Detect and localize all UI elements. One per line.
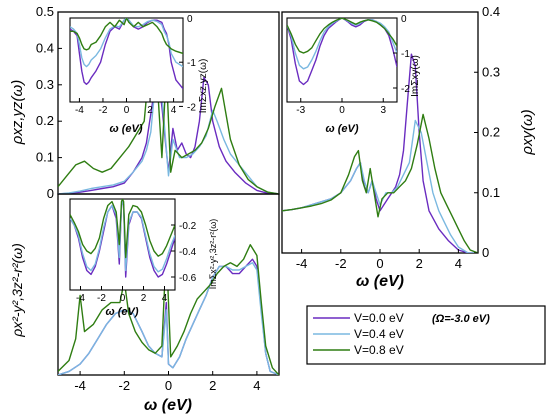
tl-ytick-1: 0.1 (36, 150, 54, 165)
tr_inset-ytick-2: -2 (401, 84, 410, 95)
bl_inset-ytick-0: -0.2 (179, 221, 197, 232)
panel-bl: -4 -2 0 2 4 (57, 193, 280, 393)
bl_inset-xtick-3: 2 (141, 293, 147, 304)
tl-ytick-5: 0.5 (36, 4, 54, 19)
bl-xtick-2: 0 (165, 378, 172, 393)
tr-ytick-1: 0.1 (482, 185, 500, 200)
tl_inset-xtick-0: -4 (75, 105, 84, 116)
bl_inset-xtick-1: -2 (97, 293, 106, 304)
tl-ytick-0: 0 (47, 186, 54, 201)
tr_inset-series-2 (287, 18, 397, 54)
bl_inset-xtick-4: 4 (162, 293, 168, 304)
tr_inset-series-1 (287, 18, 397, 70)
legend-note: (Ω=-3.0 eV) (432, 313, 490, 325)
bl-inset-ylabel: ImΣx²-y²,3z²-r²(ω) (208, 219, 218, 290)
bl-inset-xlabel: ω (eV) (105, 306, 138, 318)
bl-xtick-4: 4 (253, 378, 260, 393)
tr-ytick-2: 0.2 (482, 125, 500, 140)
panels: 0 0.1 0.2 0.3 0.4 0.5 -4 -2 0 2 4 0 0.1 0.2 0.3 0.4 -4 -2… (9, 4, 536, 414)
bl-ylabel: ρx²-y²,3z²-r²(ω) (9, 243, 25, 338)
tr-xtick-0: -4 (296, 256, 308, 271)
tl-ytick-2: 0.2 (36, 113, 54, 128)
tr_inset-ytick-0: 0 (401, 14, 407, 25)
tl_inset-xtick-3: 2 (147, 105, 153, 116)
legend: V=0.0 eV V=0.4 eV V=0.8 eV (Ω=-3.0 eV) (306, 305, 546, 365)
panel-bl_inset: -4 -2 0 2 4 -0.2 -0.4 -0.6 (69, 198, 197, 304)
tr-series-2 (282, 113, 478, 253)
tl_inset-xtick-4: 4 (171, 105, 177, 116)
panel-tr_inset: -3 0 3 0 -1 -2 (286, 14, 410, 116)
tl-ytick-3: 0.3 (36, 77, 54, 92)
tr-ytick-0: 0 (482, 245, 489, 260)
tr-series-1 (282, 119, 478, 253)
bl_inset-series-0 (70, 199, 175, 278)
tl-inset-ylabel: ImΣxz,yz(ω) (198, 59, 209, 114)
tr_inset-xtick-1: 0 (339, 105, 345, 116)
tr-ytick-4: 0.4 (482, 4, 500, 19)
tl_inset-ytick-1: -1 (187, 58, 196, 69)
tl-ylabel: ρxz,yz(ω) (9, 80, 26, 145)
bl-xtick-0: -4 (74, 378, 86, 393)
tr_inset-ytick-1: -1 (401, 49, 410, 60)
tr-inset-xlabel: ω (eV) (325, 123, 358, 135)
tr-ytick-3: 0.3 (482, 64, 500, 79)
tr-ylabel: ρxy(ω) (519, 109, 536, 155)
tr-xlabel: ω (eV) (356, 273, 404, 290)
bl_inset-xtick-0: -4 (76, 293, 85, 304)
tl_inset-series-1 (70, 18, 183, 68)
panel-tl_inset: -4 -2 0 2 4 0 -1 -2 (69, 14, 196, 116)
panel-tr: -4 -2 0 2 4 0 0.1 0.2 0.3 0.4 (281, 4, 500, 271)
tl-inset-xlabel: ω (eV) (109, 123, 142, 135)
tl_inset-ytick-0: 0 (187, 14, 193, 25)
bl_inset-series-1 (70, 199, 175, 273)
tr-xtick-2: 0 (376, 256, 383, 271)
bl_inset-xtick-2: 0 (120, 293, 126, 304)
tl_inset-series-2 (70, 18, 183, 55)
bl_inset-ytick-1: -0.4 (179, 247, 197, 258)
tl-ytick-4: 0.4 (36, 40, 54, 55)
tr-xtick-1: -2 (335, 256, 347, 271)
bl-xlabel: ω (eV) (144, 397, 192, 414)
bl-series-2 (58, 244, 279, 375)
tl_inset-xtick-1: -2 (99, 105, 108, 116)
bl_inset-series-2 (70, 199, 175, 259)
legend-label-2: V=0.8 eV (354, 343, 404, 357)
tr-xtick-4: 4 (455, 256, 462, 271)
bl-series-1 (58, 262, 279, 375)
bl-xtick-1: -2 (119, 378, 131, 393)
bl_inset-ytick-2: -0.6 (179, 273, 197, 284)
tl-series-0 (58, 73, 279, 194)
bl-xtick-3: 2 (209, 378, 216, 393)
legend-label-1: V=0.4 eV (354, 327, 404, 341)
tl_inset-ytick-2: -2 (187, 102, 196, 113)
tr-inset-ylabel: ImΣxy(ω) (410, 55, 421, 97)
tr_inset-xtick-0: -3 (296, 105, 305, 116)
tr_inset-xtick-2: 3 (380, 105, 386, 116)
tl_inset-xtick-2: 0 (124, 105, 130, 116)
legend-label-0: V=0.0 eV (354, 311, 404, 325)
tr-xtick-3: 2 (416, 256, 423, 271)
